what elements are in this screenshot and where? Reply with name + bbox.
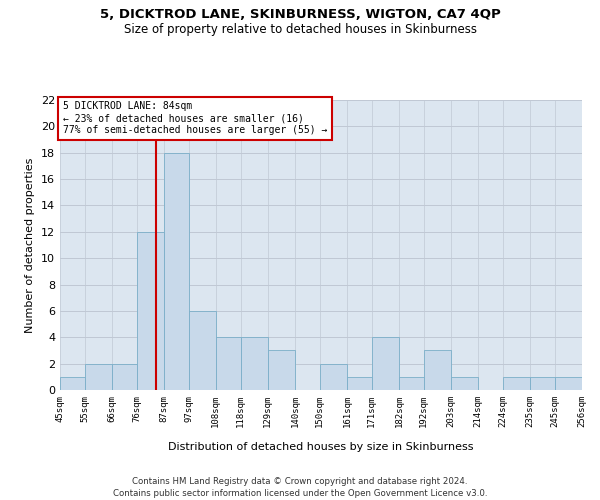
Bar — [555, 377, 582, 390]
Y-axis label: Number of detached properties: Number of detached properties — [25, 158, 35, 332]
Bar — [137, 232, 164, 390]
Text: Distribution of detached houses by size in Skinburness: Distribution of detached houses by size … — [168, 442, 474, 452]
Bar — [347, 377, 372, 390]
Text: Size of property relative to detached houses in Skinburness: Size of property relative to detached ho… — [124, 22, 476, 36]
Text: 5 DICKTROD LANE: 84sqm
← 23% of detached houses are smaller (16)
77% of semi-det: 5 DICKTROD LANE: 84sqm ← 23% of detached… — [62, 102, 327, 134]
Bar — [164, 152, 188, 390]
Bar — [399, 377, 424, 390]
Bar — [320, 364, 347, 390]
Bar — [530, 377, 555, 390]
Bar — [60, 377, 85, 390]
Bar — [85, 364, 112, 390]
Bar — [503, 377, 530, 390]
Bar — [451, 377, 478, 390]
Bar — [372, 338, 399, 390]
Bar — [112, 364, 137, 390]
Bar — [241, 338, 268, 390]
Text: Contains public sector information licensed under the Open Government Licence v3: Contains public sector information licen… — [113, 489, 487, 498]
Bar — [216, 338, 241, 390]
Bar — [188, 311, 216, 390]
Bar — [268, 350, 295, 390]
Text: Contains HM Land Registry data © Crown copyright and database right 2024.: Contains HM Land Registry data © Crown c… — [132, 478, 468, 486]
Bar — [424, 350, 451, 390]
Text: 5, DICKTROD LANE, SKINBURNESS, WIGTON, CA7 4QP: 5, DICKTROD LANE, SKINBURNESS, WIGTON, C… — [100, 8, 500, 20]
